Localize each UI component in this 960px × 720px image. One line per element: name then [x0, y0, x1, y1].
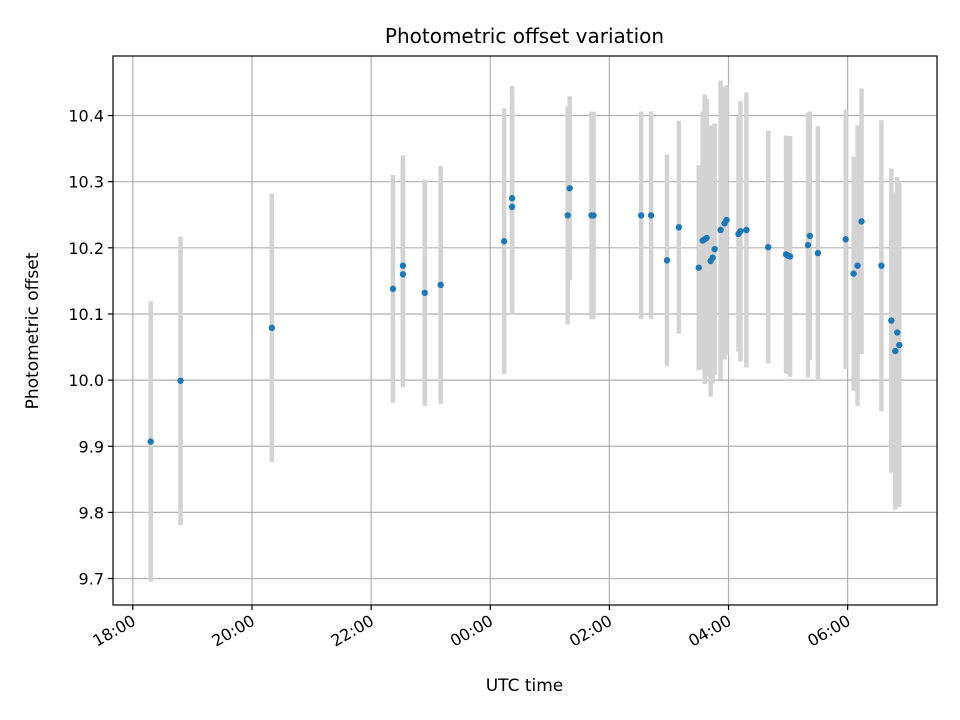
- data-point: [854, 262, 861, 269]
- data-point: [703, 234, 710, 242]
- data-point: [717, 226, 724, 234]
- data-point: [177, 377, 184, 384]
- y-axis-title: Photometric offset: [23, 252, 43, 409]
- data-point: [709, 254, 716, 261]
- y-axis: 9.7 9.8 9.9 10.0 10.1 10.2 10.3 10.4: [68, 107, 113, 589]
- plot-frame: [112, 55, 938, 606]
- y-tick-label: 10.1: [68, 305, 104, 324]
- data-point: [268, 324, 276, 332]
- x-axis-title: UTC time: [486, 676, 564, 696]
- y-tick-label: 10.3: [68, 173, 104, 192]
- data-point: [647, 212, 655, 219]
- data-point: [804, 241, 812, 249]
- y-tick-label: 9.9: [79, 437, 104, 456]
- y-tick-label: 9.7: [79, 570, 104, 589]
- data-point: [637, 212, 645, 219]
- data-point: [399, 271, 407, 278]
- data-point: [737, 228, 744, 235]
- data-points: [147, 185, 903, 445]
- data-point: [566, 185, 573, 192]
- chart-title: Photometric offset variation: [385, 24, 664, 48]
- y-tick-label: 10.2: [68, 239, 104, 258]
- data-point: [711, 245, 718, 253]
- data-point: [590, 212, 597, 219]
- y-tick-label: 9.8: [79, 503, 104, 522]
- data-point: [399, 262, 407, 269]
- data-point: [858, 218, 865, 225]
- data-point: [765, 243, 772, 251]
- data-point: [892, 347, 899, 355]
- data-point: [508, 195, 516, 202]
- grid: [113, 56, 937, 605]
- data-point: [695, 264, 702, 271]
- data-point: [675, 224, 683, 231]
- data-point: [786, 253, 794, 260]
- data-point: [663, 257, 671, 264]
- data-point: [437, 281, 444, 289]
- data-point: [842, 236, 849, 243]
- data-point: [723, 216, 730, 224]
- data-point: [894, 329, 901, 336]
- data-point: [500, 238, 508, 245]
- data-point: [878, 262, 885, 269]
- data-point: [564, 212, 571, 219]
- data-point: [806, 232, 814, 240]
- y-tick-label: 10.0: [68, 371, 104, 390]
- data-point: [888, 317, 895, 324]
- data-point: [389, 285, 397, 293]
- data-point: [421, 289, 428, 296]
- data-point: [850, 270, 857, 277]
- data-point: [147, 438, 154, 445]
- data-point: [896, 341, 903, 349]
- y-tick-label: 10.4: [68, 107, 104, 126]
- data-point: [508, 203, 516, 211]
- data-point: [743, 226, 750, 234]
- data-point: [814, 249, 822, 257]
